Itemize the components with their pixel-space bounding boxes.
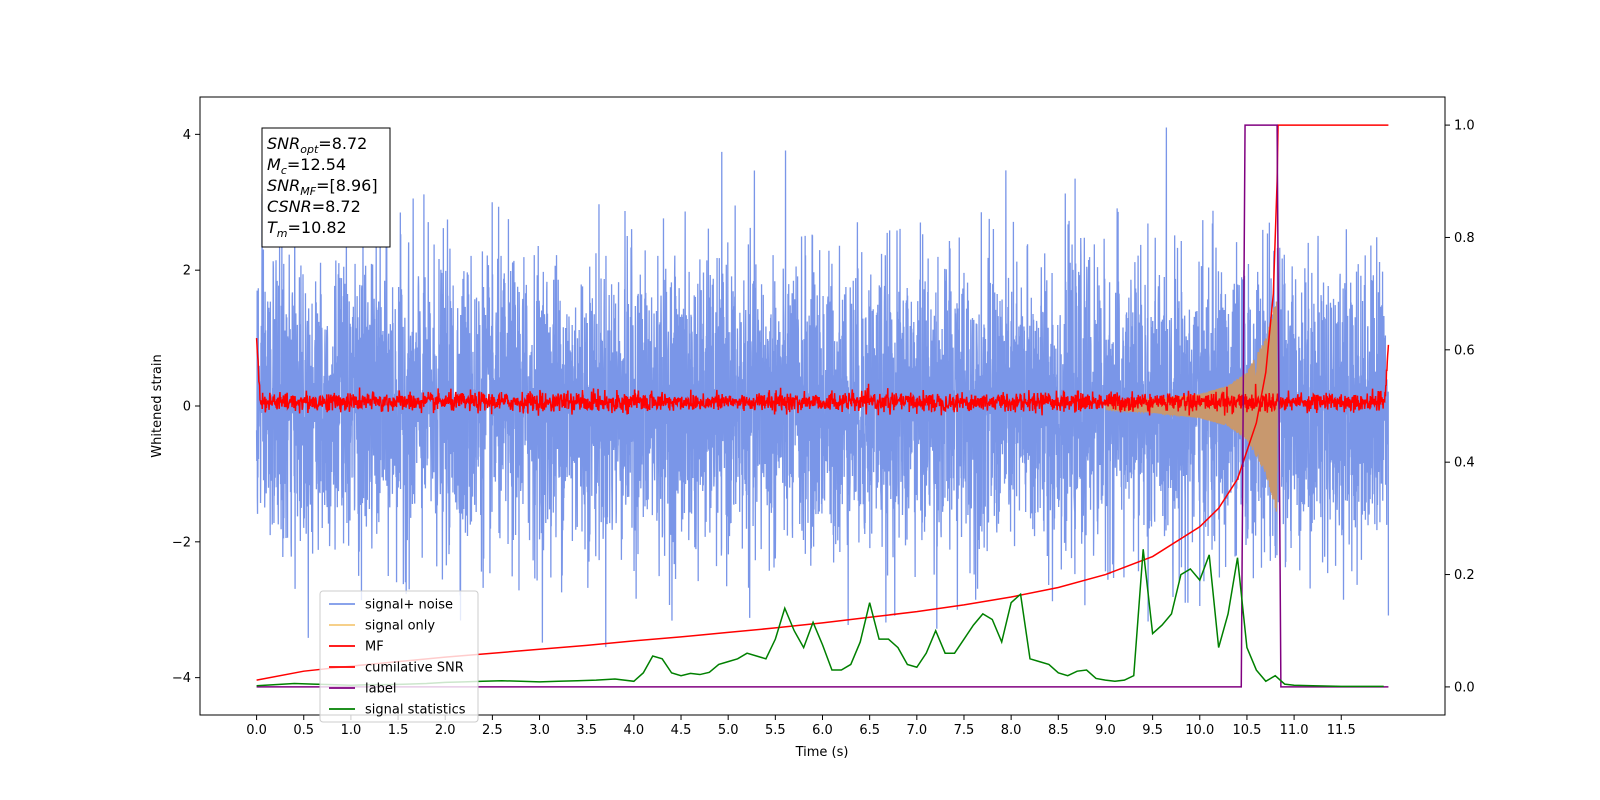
x-tick-label: 11.5	[1327, 723, 1356, 738]
label-line	[256, 124, 1389, 688]
y2-tick-label: 0.4	[1454, 456, 1475, 471]
x-tick-label: 3.5	[576, 723, 597, 738]
signal-noise-line	[255, 127, 1390, 648]
legend-frame	[319, 590, 479, 723]
info-line: CSNR=8.72	[267, 197, 361, 216]
x-tick-label: 5.5	[765, 723, 786, 738]
x-tick-label: 5.0	[718, 723, 739, 738]
info-line: Tm=10.82	[267, 218, 347, 240]
y-tick-label: 0	[183, 400, 191, 415]
y2-tick-label: 0.8	[1454, 231, 1475, 246]
x-tick-label: 10.0	[1185, 723, 1214, 738]
y-tick-label: 4	[183, 128, 191, 143]
x-tick-label: 0.0	[246, 723, 267, 738]
signal-statistics-line	[256, 549, 1384, 688]
signal-noise-series	[255, 127, 1390, 648]
y-axis-ticks: −4 −2 0 2 4	[172, 128, 200, 686]
y-tick-label: −4	[172, 671, 191, 686]
legend-entry: MF	[365, 640, 384, 655]
x-tick-label: 10.5	[1232, 723, 1261, 738]
x-tick-label: 8.5	[1048, 723, 1069, 738]
info-line: SNRMF=[8.96]	[267, 176, 378, 198]
y2-tick-label: 0.2	[1454, 568, 1475, 583]
info-line: SNRopt=8.72	[267, 134, 367, 156]
x-tick-label: 8.0	[1001, 723, 1022, 738]
legend-entry: label	[365, 682, 396, 697]
x-tick-label: 4.5	[671, 723, 692, 738]
x-tick-label: 3.0	[529, 723, 550, 738]
legend-entry: signal statistics	[365, 703, 466, 718]
x-tick-label: 1.0	[341, 723, 362, 738]
y-tick-label: 2	[183, 264, 191, 279]
info-annotation: SNRopt=8.72Mc=12.54SNRMF=[8.96]CSNR=8.72…	[261, 127, 391, 248]
y2-axis-ticks: 0.0 0.2 0.4 0.6 0.8 1.0	[1445, 119, 1475, 695]
mf-line	[255, 338, 1390, 416]
info-annotation-frame	[261, 127, 391, 248]
x-tick-label: 2.5	[482, 723, 503, 738]
x-tick-label: 11.0	[1280, 723, 1309, 738]
x-tick-label: 4.0	[624, 723, 645, 738]
legend: signal+ noise signal only MF cumilative SNR…	[319, 590, 479, 723]
y2-tick-label: 1.0	[1454, 119, 1475, 134]
mf-series	[255, 338, 1390, 416]
y-axis-label: Whitened strain	[150, 354, 165, 457]
legend-entry: cumilative SNR	[365, 661, 464, 676]
x-axis-label: Time (s)	[795, 745, 849, 760]
x-tick-label: 1.5	[388, 723, 409, 738]
x-tick-label: 7.5	[954, 723, 975, 738]
y-tick-label: −2	[172, 535, 191, 550]
x-axis-ticks: 0.0 0.5 1.0 1.5 2.0 2.5 3.0 3.5 4.0 4.5 5.0 5.5 6.0 6…	[246, 715, 1356, 738]
x-tick-label: 9.0	[1095, 723, 1116, 738]
x-tick-label: 2.0	[435, 723, 456, 738]
y2-tick-label: 0.6	[1454, 343, 1475, 358]
legend-entry: signal+ noise	[365, 598, 453, 613]
legend-entry: signal only	[365, 619, 435, 634]
info-line: Mc=12.54	[267, 155, 346, 177]
x-tick-label: 9.5	[1142, 723, 1163, 738]
x-tick-label: 6.5	[859, 723, 880, 738]
y2-tick-label: 0.0	[1454, 680, 1475, 695]
x-tick-label: 7.0	[906, 723, 927, 738]
x-tick-label: 6.0	[812, 723, 833, 738]
x-tick-label: 0.5	[293, 723, 314, 738]
